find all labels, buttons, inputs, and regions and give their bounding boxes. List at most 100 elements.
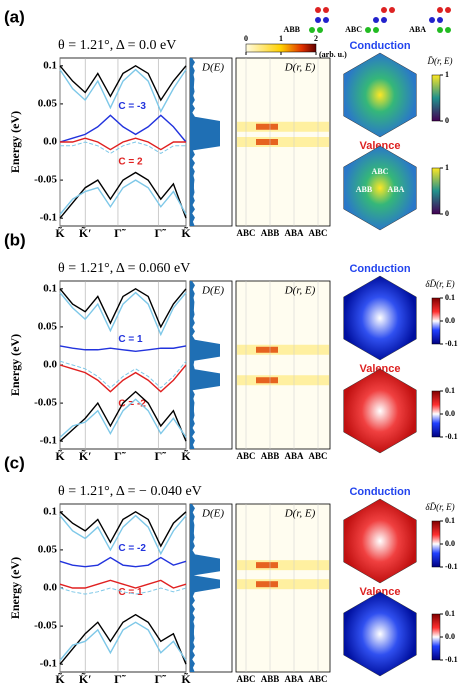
band-line: [59, 398, 187, 438]
stacking-label: ABB: [284, 25, 301, 34]
panel: (c) θ = 1.21°, Δ = − 0.040 eV Energy (eV) 0…: [4, 453, 458, 684]
band-line: [59, 621, 187, 661]
colorbar-tick-label: 0.0: [445, 539, 455, 548]
map-x-label: ABB: [261, 674, 280, 684]
map-hotspot: [256, 346, 278, 353]
colorbar-tick-label: 0.1: [445, 516, 455, 525]
band-label: C = -2: [118, 543, 146, 554]
x-tick-label: K̃′: [79, 449, 92, 463]
colorbar-tick-label: 0: [445, 116, 449, 125]
map-x-label: ABC: [308, 674, 327, 684]
hex-colorbar: [431, 520, 441, 568]
map-x-label: ABC: [308, 228, 327, 238]
map-label: D(r, E): [284, 62, 316, 74]
colorbar-tick-label: 0.0: [445, 316, 455, 325]
colorbar-tick-label: 0: [445, 209, 449, 218]
hexagon: [343, 498, 417, 584]
panel-title: θ = 1.21°, Δ = 0.0 eV: [58, 38, 176, 53]
band-line: [60, 141, 186, 155]
y-tick-label: -0.05: [34, 397, 57, 409]
band-line: [59, 171, 187, 219]
dos-label: D(E): [201, 285, 224, 297]
map-x-label: ABC: [236, 228, 255, 238]
map-x-label: ABA: [284, 674, 304, 684]
map-x-label: ABA: [284, 228, 304, 238]
y-tick-label: -0.1: [40, 658, 57, 670]
conduction-label: Conduction: [349, 263, 410, 275]
y-tick-label: 0.0: [43, 359, 57, 371]
site-label: ABB: [356, 185, 373, 194]
band-label: C = -2: [118, 398, 146, 409]
y-tick-label: 0.0: [43, 136, 57, 148]
hex-colorbar-label: D̄(r, E): [427, 56, 453, 66]
colorbar-unit: (arb. u.): [319, 50, 347, 59]
map-band: [237, 579, 329, 590]
dos-frame: [189, 280, 233, 450]
hexagon: [343, 368, 417, 454]
x-tick-label: Γ̃: [154, 449, 166, 463]
panel-title: θ = 1.21°, Δ = − 0.040 eV: [58, 484, 202, 499]
band-line: [59, 345, 187, 352]
intensity-colorbar: [245, 43, 317, 53]
band-line: [59, 390, 187, 442]
colorbar-tick-label: 0.0: [445, 632, 455, 641]
band-line: [59, 68, 187, 114]
colorbar-tick-label: 1: [445, 163, 449, 172]
hexagon: [343, 591, 417, 677]
x-tick-label: K̃: [181, 449, 191, 463]
colorbar-tick-label: 0.1: [445, 386, 455, 395]
band-label: C = 1: [118, 334, 143, 345]
colorbar-tick-label: 0.0: [445, 409, 455, 418]
band-line: [59, 64, 187, 102]
panel-label: (b): [4, 230, 26, 249]
y-tick-label: 0.05: [38, 97, 58, 109]
band-line: [59, 579, 187, 589]
band-line: [60, 137, 186, 151]
y-axis-label: Energy (eV): [8, 557, 22, 619]
dos-label: D(E): [201, 62, 224, 74]
x-tick-label: K̃: [55, 672, 65, 684]
colorbar-tick-label: -0.1: [445, 432, 458, 441]
map-band: [237, 344, 329, 355]
band-line: [59, 510, 187, 548]
y-tick-label: 0.0: [43, 582, 57, 594]
x-tick-label: Γ̃: [154, 226, 166, 240]
colorbar-tick-label: 0: [244, 34, 248, 43]
panel-label: (a): [4, 7, 25, 26]
colorbar-tick-label: 2: [314, 34, 318, 43]
y-tick-label: -0.1: [40, 212, 57, 224]
map-x-label: ABC: [236, 674, 255, 684]
map-band: [237, 375, 329, 386]
map-frame: [235, 280, 331, 450]
panel-title: θ = 1.21°, Δ = 0.060 eV: [58, 261, 190, 276]
band-label: C = 1: [118, 587, 143, 598]
y-tick-label: 0.1: [43, 59, 57, 71]
y-tick-label: -0.1: [40, 435, 57, 447]
stacking-label: ABC: [345, 25, 362, 34]
x-tick-label: Γ̃: [114, 226, 126, 240]
band-line: [59, 291, 187, 337]
site-label: ABC: [372, 167, 389, 176]
stacking-label: ABA: [409, 25, 426, 34]
hexagon: [343, 52, 417, 138]
band-line: [59, 613, 187, 665]
dos-fill: [190, 58, 220, 226]
x-tick-label: Γ̃: [114, 449, 126, 463]
colorbar-tick-label: 1: [279, 34, 283, 43]
map-hotspot: [256, 562, 278, 569]
band-line: [59, 114, 187, 143]
x-tick-label: K̃: [55, 449, 65, 463]
map-x-label: ABA: [284, 451, 304, 461]
map-band: [237, 137, 329, 147]
colorbar-tick-label: 0.1: [445, 293, 455, 302]
hexagon: [343, 145, 417, 231]
map-hotspot: [256, 139, 278, 145]
hex-colorbar: [431, 74, 441, 122]
band-label: C = -3: [118, 101, 146, 112]
hex-colorbar-label: δD̄(r, E): [425, 502, 454, 512]
panel: (a) θ = 1.21°, Δ = 0.0 eV Energy (eV) 0.1 0.…: [4, 7, 453, 239]
band-label: C = 2: [118, 156, 143, 167]
colorbar-tick-label: -0.1: [445, 562, 458, 571]
hex-colorbar: [431, 613, 441, 661]
